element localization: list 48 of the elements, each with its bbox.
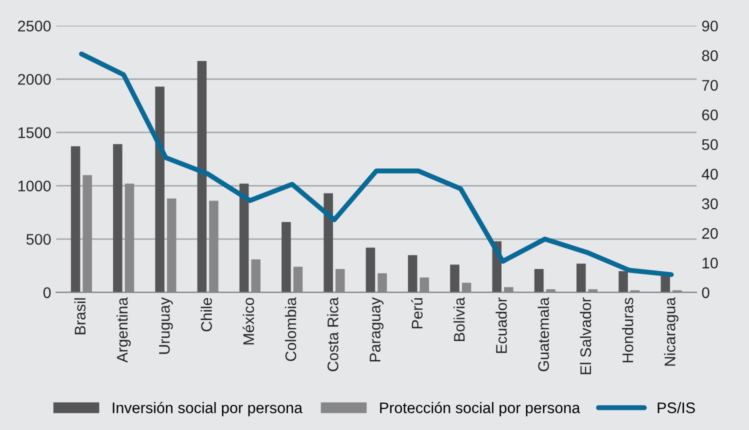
- y2-tick-label: 90: [702, 20, 718, 32]
- bar: [324, 193, 333, 292]
- bar: [239, 184, 249, 292]
- y2-tick-label: 70: [702, 80, 718, 91]
- y-tick-label: 2500: [18, 20, 51, 32]
- y2-tick-label: 30: [702, 198, 718, 210]
- legend-label: Protección social por persona: [380, 402, 580, 416]
- bar: [197, 60, 207, 292]
- y-tick-label: 0: [43, 287, 51, 298]
- bar: [155, 86, 164, 292]
- bar: [408, 255, 418, 292]
- x-tick-label: Bolivia: [454, 297, 465, 342]
- x-tick-label: Paraguay: [370, 297, 384, 362]
- x-tick-label: Costa Rica: [327, 297, 338, 372]
- x-tick-label: México: [242, 298, 254, 344]
- legend-label: PS/IS: [658, 402, 695, 414]
- y-tick-label: 2000: [18, 74, 51, 85]
- x-tick-label: El Salvador: [580, 298, 592, 374]
- y2-tick-label: 20: [702, 228, 718, 239]
- y2-tick-label: 10: [702, 258, 718, 268]
- x-tick-label: Chile: [200, 298, 212, 332]
- x-tick-label: Ecuador: [496, 298, 507, 353]
- bar: [282, 222, 291, 292]
- x-tick-label: Honduras: [622, 298, 634, 362]
- x-tick-label: Perú: [411, 298, 423, 328]
- bar: [618, 271, 628, 292]
- bar: [366, 248, 376, 292]
- y2-tick-label: 50: [702, 139, 718, 150]
- y2-tick-label: 80: [702, 50, 718, 62]
- bar: [70, 146, 80, 292]
- y2-tick-label: 0: [702, 287, 710, 298]
- y2-tick-label: 40: [702, 168, 718, 180]
- x-tick-label: Nicaragua: [664, 297, 678, 366]
- x-tick-label: Guatemala: [538, 297, 549, 372]
- y-tick-label: 1500: [18, 127, 51, 138]
- x-tick-label: Brasil: [74, 298, 86, 334]
- y-tick-label: 500: [26, 234, 51, 245]
- y-tick-label: 1000: [18, 180, 51, 192]
- legend-label: Inversión social por persona: [112, 402, 303, 416]
- x-tick-label: Uruguay: [159, 297, 173, 354]
- bar: [534, 268, 544, 292]
- line-series: [79, 52, 674, 278]
- x-tick-label: Colombia: [284, 297, 296, 362]
- bar: [576, 264, 586, 292]
- x-tick-label: Argentina: [116, 297, 131, 363]
- y2-tick-label: 60: [702, 110, 718, 120]
- bar: [450, 264, 460, 292]
- bar: [113, 144, 122, 292]
